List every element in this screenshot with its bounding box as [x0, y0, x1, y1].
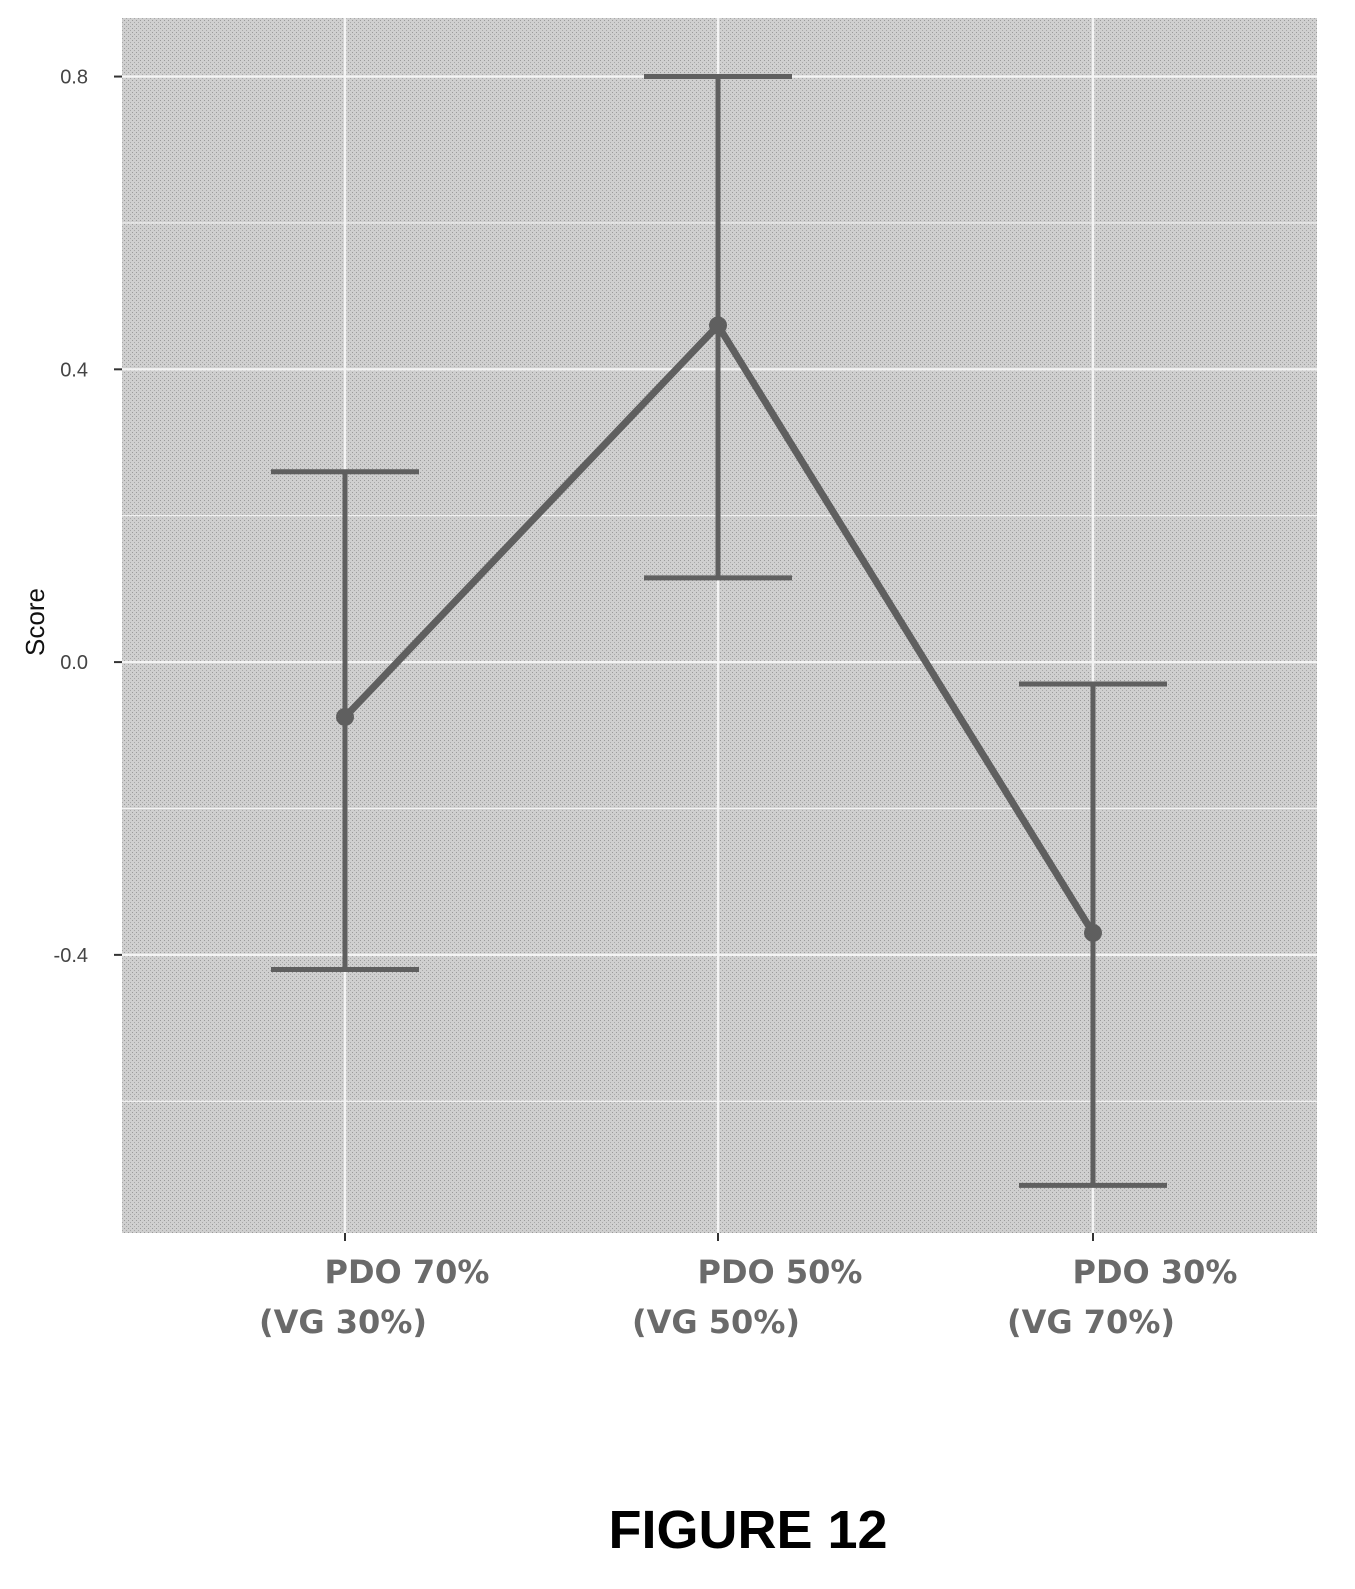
y-tick-label-2: 0.0 — [60, 652, 88, 674]
data-point-2 — [1084, 923, 1102, 942]
data-point-0 — [336, 707, 354, 726]
figure-caption: FIGURE 12 — [608, 1500, 887, 1560]
y-tick-label-0: 0.8 — [60, 67, 88, 89]
data-point-1 — [709, 316, 727, 335]
x-category-sublabel-1: (VG 50%) — [632, 1303, 800, 1341]
x-category-sublabel-0: (VG 30%) — [259, 1303, 427, 1341]
y-axis-title: Score — [20, 588, 50, 656]
y-tick-label-1: 0.4 — [60, 359, 88, 381]
x-category-label-0: PDO 70% — [325, 1253, 490, 1291]
x-axis-categories: PDO 70% (VG 30%) PDO 50% (VG 50%) PDO 30% (VG… — [259, 1253, 1237, 1341]
x-category-label-1: PDO 50% — [698, 1253, 863, 1291]
y-tick-label-3: -0.4 — [54, 945, 88, 967]
x-category-label-2: PDO 30% — [1073, 1253, 1238, 1291]
x-category-sublabel-2: (VG 70%) — [1007, 1303, 1175, 1341]
y-axis: 0.8 0.4 0.0 -0.4 — [54, 67, 1094, 1241]
data-points — [336, 316, 1102, 942]
